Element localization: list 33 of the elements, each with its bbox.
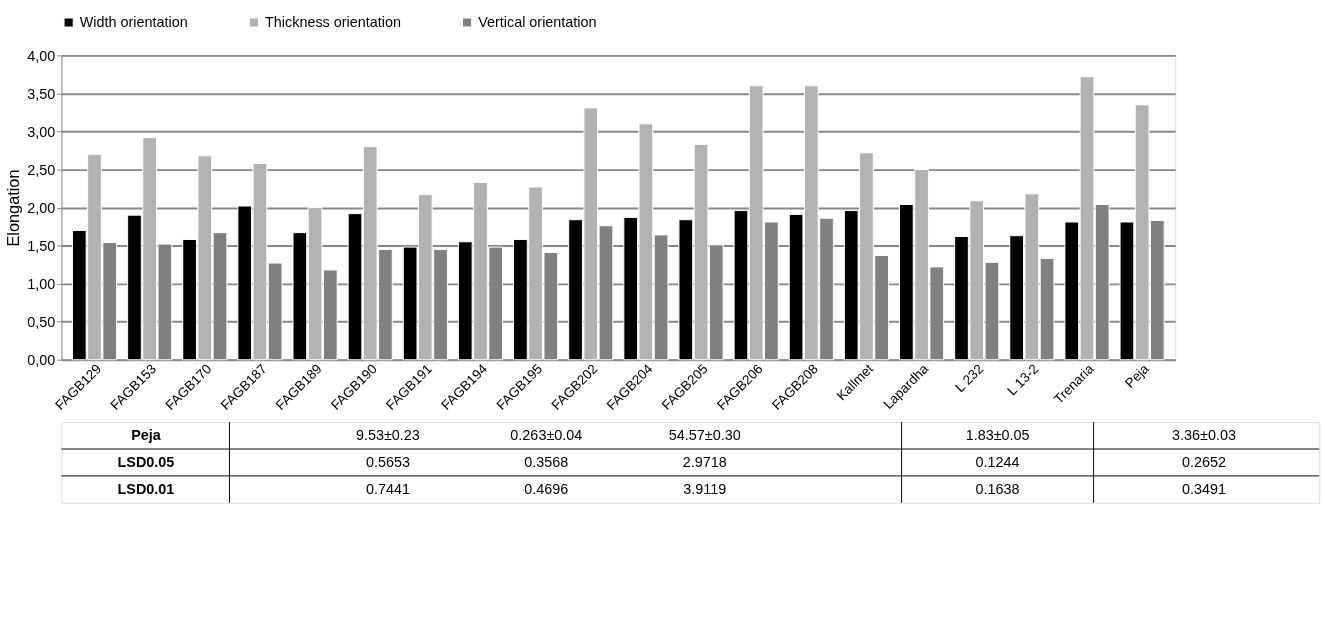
y-tick-label: 0,00 (27, 352, 56, 369)
text: 0.263±0.04 (510, 427, 583, 444)
y-tick-label: 3,00 (27, 123, 56, 140)
x-tick-label: Peja (1122, 360, 1153, 391)
text: 54.57±0.30 (668, 427, 741, 444)
text: 9.53±0.23 (355, 427, 420, 444)
legend-label: Width orientation (79, 14, 188, 31)
y-tick-label: 2,00 (27, 199, 56, 216)
text: 0.7441 (365, 481, 410, 498)
y-tick-label: 2,50 (27, 161, 56, 178)
x-tick-label: L 232 (952, 361, 987, 396)
text: 1.83±0.05 (965, 427, 1030, 444)
y-tick-label: 3,50 (27, 85, 56, 102)
text: LSD0.01 (117, 481, 175, 498)
text: Peja (131, 427, 162, 444)
text: 2.9718 (682, 454, 727, 471)
y-tick-label: 1,00 (27, 275, 56, 292)
text: 0.1244 (975, 454, 1020, 471)
text: 0.2652 (1182, 454, 1227, 471)
y-axis-title: Elongation (4, 169, 23, 247)
text: 3.9119 (683, 481, 727, 498)
legend-label: Vertical orientation (478, 14, 597, 31)
text: 3.36±0.03 (1172, 427, 1236, 444)
text: 0.4696 (524, 481, 569, 498)
y-tick-label: 1,50 (27, 237, 56, 254)
text: 0.5653 (365, 454, 410, 471)
text: 0.3568 (524, 454, 569, 471)
legend-label: Thickness orientation (265, 14, 401, 31)
y-tick-label: 0,50 (27, 313, 56, 330)
y-tick-label: 4,00 (27, 47, 56, 64)
text: 0.3491 (1182, 481, 1227, 498)
text: LSD0.05 (117, 454, 175, 471)
text: 0.1638 (975, 481, 1020, 498)
